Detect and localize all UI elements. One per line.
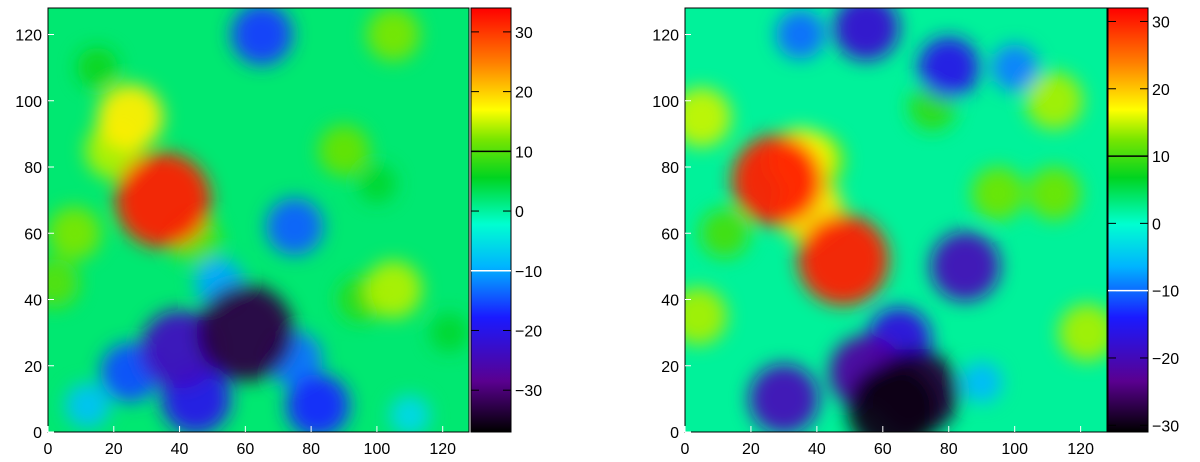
left-x-axis: 0 20 40 60 80 100 120 [44,426,456,458]
y-tick-label-6: 120 [652,28,679,45]
feature-20 [917,36,980,99]
right-x-axis: 0 20 40 60 80 100 120 [681,426,1094,458]
colorbar-tick-label-2: 10 [515,144,533,161]
colorbar-tick-label-5: −20 [1152,351,1179,368]
y-tick-label-2: 40 [24,293,42,310]
x-tick-label-3: 60 [874,441,892,458]
colorbar-tick-label-2: 10 [1152,149,1170,166]
y-tick-label-5: 100 [652,94,679,111]
x-tick-label-0: 0 [681,441,690,458]
feature-0 [731,134,823,226]
x-tick-label-1: 20 [105,441,123,458]
colorbar-tick-label-0: 30 [1152,14,1170,31]
feature-5 [77,47,118,88]
feature-10 [1027,166,1081,221]
feature-9 [318,124,370,176]
left-y-axis: 0 20 40 60 80 100 120 [15,28,54,442]
feature-8 [366,8,420,62]
right-heatmap [685,8,1107,432]
y-tick-label-3: 60 [24,226,42,243]
y-tick-label-1: 20 [24,359,42,376]
feature-5 [700,208,750,258]
x-tick-label-2: 40 [171,441,189,458]
y-tick-label-0: 0 [33,425,42,442]
y-tick-label-4: 80 [661,160,679,177]
left-heatmap [48,8,469,432]
left-heatmap-features [48,8,469,432]
feature-20 [265,197,324,256]
feature-23 [961,362,1003,403]
feature-6 [364,260,423,319]
right-y-axis: 0 20 40 60 80 100 120 [652,28,691,442]
colorbar-tick-label-4: −10 [1152,284,1179,301]
colorbar-tick-label-6: −30 [1152,418,1179,435]
x-tick-label-3: 60 [236,441,254,458]
colorbar-tick-label-5: −20 [515,323,542,340]
feature-13 [196,283,294,382]
feature-21 [775,10,825,59]
right-colorbar-ticks: 30 20 10 0 −10 −20 −30 [1108,14,1179,435]
feature-10 [357,164,397,203]
y-tick-label-6: 120 [15,28,42,45]
feature-19 [833,8,900,61]
y-tick-label-0: 0 [670,425,679,442]
feature-18 [285,373,350,432]
feature-1 [97,84,164,151]
feature-21 [230,8,293,66]
feature-14 [847,363,939,432]
feature-7 [685,287,727,345]
feature-6 [685,87,732,148]
right-heatmap-features [685,8,1107,432]
colorbar-tick-label-1: 20 [1152,82,1170,99]
x-tick-label-5: 100 [1001,441,1028,458]
y-tick-label-1: 20 [661,359,679,376]
feature-22 [65,383,110,428]
right-plot-frame [684,7,1108,433]
colorbar-tick-label-4: −10 [515,264,542,281]
feature-18 [930,231,1001,302]
colorbar-tick-label-1: 20 [515,85,533,102]
feature-0 [115,152,211,248]
y-tick-label-3: 60 [661,226,679,243]
colorbar-tick-label-6: −30 [515,383,542,400]
left-plot-frame [47,7,470,433]
colorbar-tick-label-0: 30 [515,25,533,42]
x-tick-label-4: 80 [302,441,320,458]
feature-1 [797,214,889,306]
feature-8 [1025,72,1083,130]
right-colorbar: 30 20 10 0 −10 −20 −30 [1107,7,1179,435]
x-tick-label-1: 20 [742,441,760,458]
feature-11 [48,258,80,308]
feature-12 [430,313,469,352]
feature-23 [389,395,431,432]
y-tick-label-4: 80 [24,160,42,177]
x-tick-label-2: 40 [808,441,826,458]
feature-16 [748,363,819,432]
y-tick-label-2: 40 [661,293,679,310]
feature-9 [971,166,1025,221]
x-tick-label-4: 80 [940,441,958,458]
colorbar-tick-label-3: 0 [515,204,524,221]
x-tick-label-6: 120 [1067,441,1094,458]
y-tick-label-5: 100 [15,94,42,111]
left-colorbar: 30 20 10 0 −10 −20 −30 [470,7,542,433]
x-tick-label-5: 100 [364,441,391,458]
feature-22 [991,44,1039,92]
x-tick-label-6: 120 [429,441,456,458]
feature-4 [48,206,101,260]
feature-11 [1058,303,1107,362]
colorbar-tick-label-3: 0 [1152,216,1161,233]
right-colorbar-scale [1107,7,1149,433]
left-colorbar-scale [470,7,512,433]
left-colorbar-ticks: 30 20 10 0 −10 −20 −30 [471,25,542,400]
x-tick-label-0: 0 [44,441,53,458]
